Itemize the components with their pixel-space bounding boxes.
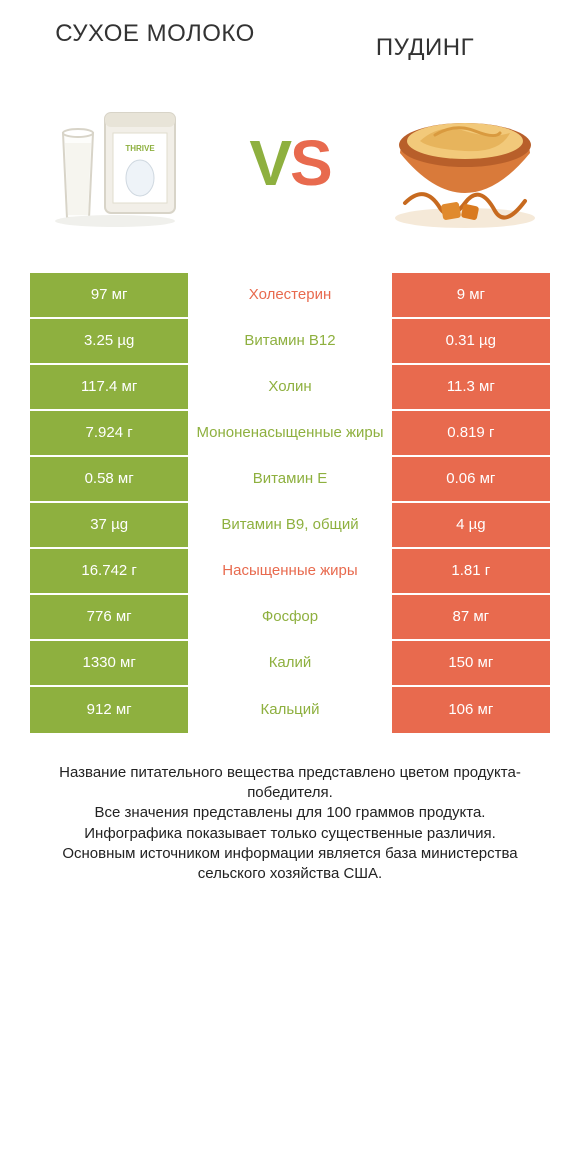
vs-badge: VS (249, 126, 330, 200)
right-value: 1.81 г (392, 549, 550, 593)
nutrient-name: Витамин E (188, 457, 391, 501)
vs-s: S (290, 127, 331, 199)
table-row: 776 мгФосфор87 мг (30, 595, 550, 641)
left-value: 117.4 мг (30, 365, 188, 409)
left-product-image: THRIVE (30, 78, 200, 248)
nutrient-name: Калий (188, 641, 391, 685)
nutrient-name: Кальций (188, 687, 391, 733)
right-value: 9 мг (392, 273, 550, 317)
header-row: СУХОЕ МОЛОКО ПУДИНГ (0, 0, 580, 63)
table-row: 16.742 гНасыщенные жиры1.81 г (30, 549, 550, 595)
left-product-title: СУХОЕ МОЛОКО (20, 20, 290, 49)
table-row: 0.58 мгВитамин E0.06 мг (30, 457, 550, 503)
header-left: СУХОЕ МОЛОКО (20, 20, 290, 49)
svg-text:THRIVE: THRIVE (125, 144, 155, 153)
right-value: 11.3 мг (392, 365, 550, 409)
right-value: 150 мг (392, 641, 550, 685)
nutrient-name: Холин (188, 365, 391, 409)
right-value: 87 мг (392, 595, 550, 639)
table-row: 117.4 мгХолин11.3 мг (30, 365, 550, 411)
right-value: 0.06 мг (392, 457, 550, 501)
left-value: 912 мг (30, 687, 188, 733)
right-value: 0.819 г (392, 411, 550, 455)
nutrient-name: Холестерин (188, 273, 391, 317)
left-value: 97 мг (30, 273, 188, 317)
table-row: 97 мгХолестерин9 мг (30, 273, 550, 319)
images-row: THRIVE VS (0, 63, 580, 273)
pudding-icon (380, 83, 550, 243)
right-value: 4 µg (392, 503, 550, 547)
nutrient-name: Насыщенные жиры (188, 549, 391, 593)
table-row: 7.924 гМононенасыщенные жиры0.819 г (30, 411, 550, 457)
right-value: 106 мг (392, 687, 550, 733)
header-right: ПУДИНГ (290, 20, 560, 63)
left-value: 776 мг (30, 595, 188, 639)
table-row: 912 мгКальций106 мг (30, 687, 550, 733)
vs-v: V (249, 127, 290, 199)
comparison-table: 97 мгХолестерин9 мг3.25 µgВитамин B120.3… (0, 273, 580, 733)
left-value: 37 µg (30, 503, 188, 547)
left-value: 7.924 г (30, 411, 188, 455)
nutrient-name: Фосфор (188, 595, 391, 639)
nutrient-name: Мононенасыщенные жиры (188, 411, 391, 455)
table-row: 1330 мгКалий150 мг (30, 641, 550, 687)
right-product-title: ПУДИНГ (290, 34, 560, 63)
nutrient-name: Витамин B12 (188, 319, 391, 363)
right-value: 0.31 µg (392, 319, 550, 363)
nutrient-name: Витамин B9, общий (188, 503, 391, 547)
left-value: 0.58 мг (30, 457, 188, 501)
left-value: 1330 мг (30, 641, 188, 685)
powdered-milk-icon: THRIVE (35, 83, 195, 243)
left-value: 16.742 г (30, 549, 188, 593)
table-row: 3.25 µgВитамин B120.31 µg (30, 319, 550, 365)
right-product-image (380, 78, 550, 248)
table-row: 37 µgВитамин B9, общий4 µg (30, 503, 550, 549)
left-value: 3.25 µg (30, 319, 188, 363)
footnote: Название питательного вещества представл… (0, 733, 580, 885)
